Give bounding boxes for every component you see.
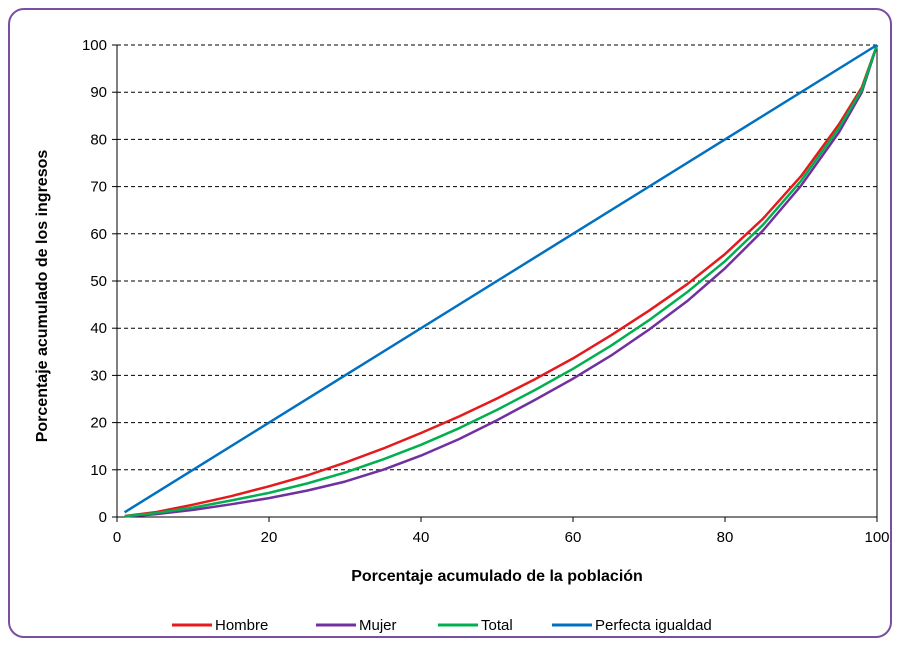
y-tick-label: 50 bbox=[90, 273, 107, 290]
legend-label: Hombre bbox=[215, 617, 268, 634]
y-tick-label: 60 bbox=[90, 226, 107, 243]
x-tick-labels: 0 20 40 60 80 100 bbox=[113, 529, 890, 546]
legend: Hombre Mujer Total Perfecta igualdad bbox=[172, 617, 712, 634]
y-tick-label: 40 bbox=[90, 320, 107, 337]
y-tick-label: 30 bbox=[90, 367, 107, 384]
x-tick-label: 40 bbox=[413, 529, 430, 546]
x-tick-label: 100 bbox=[864, 529, 889, 546]
y-axis-title: Porcentaje acumulado de los ingresos bbox=[34, 150, 51, 443]
legend-label: Total bbox=[481, 617, 513, 634]
series-line-perfecta-igualdad bbox=[123, 43, 878, 514]
y-tick-labels: 0 10 20 30 40 50 60 70 80 90 100 bbox=[82, 37, 107, 526]
series-line-total bbox=[124, 44, 879, 518]
y-tick-label: 90 bbox=[90, 84, 107, 101]
x-tick-label: 20 bbox=[261, 529, 278, 546]
y-tick-label: 0 bbox=[99, 509, 107, 526]
x-tick-label: 60 bbox=[565, 529, 582, 546]
y-tick-label: 80 bbox=[90, 131, 107, 148]
legend-label: Perfecta igualdad bbox=[595, 617, 712, 634]
chart-frame bbox=[8, 8, 892, 638]
legend-label: Mujer bbox=[359, 617, 397, 634]
x-axis-title: Porcentaje acumulado de la población bbox=[351, 568, 643, 585]
grid-lines bbox=[117, 44, 877, 471]
y-tick-label: 100 bbox=[82, 37, 107, 54]
y-tick-label: 70 bbox=[90, 179, 107, 196]
y-tick-label: 10 bbox=[90, 462, 107, 479]
y-tick-label: 20 bbox=[90, 415, 107, 432]
x-tick-label: 80 bbox=[717, 529, 734, 546]
axes bbox=[112, 44, 878, 522]
series-line-hombre bbox=[124, 44, 879, 518]
series-lines bbox=[123, 43, 879, 518]
series-line-mujer bbox=[124, 44, 879, 518]
x-tick-label: 0 bbox=[113, 529, 121, 546]
